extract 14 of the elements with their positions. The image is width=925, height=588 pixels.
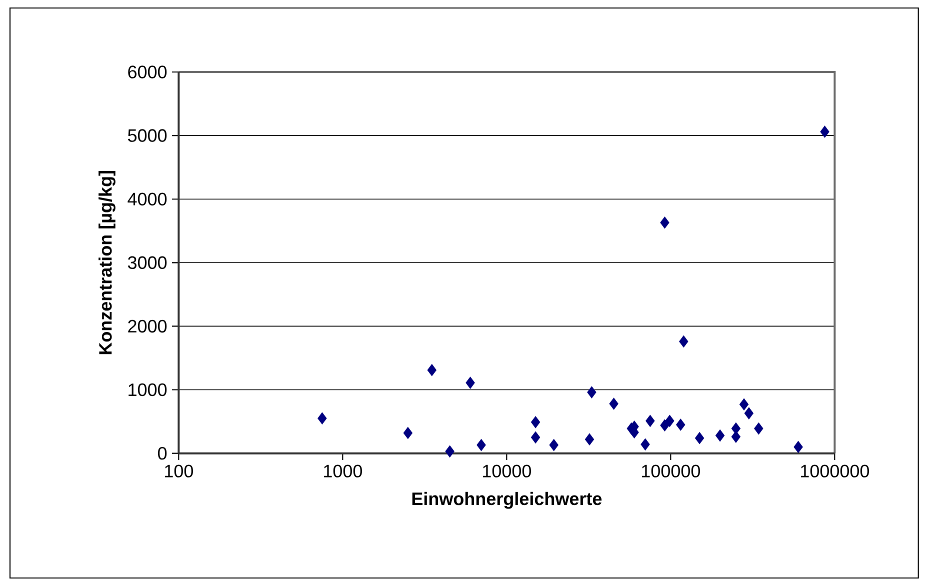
x-tick-label: 10000 — [483, 464, 531, 478]
y-tick-label: 2000 — [128, 320, 167, 333]
y-tick-label: 0 — [158, 446, 167, 460]
y-tick-label: 6000 — [128, 66, 167, 78]
y-tick-label: 3000 — [128, 256, 167, 270]
y-tick-label: 4000 — [128, 192, 167, 206]
x-axis-title: Einwohnergleichwerte — [412, 492, 602, 509]
y-tick-label: 1000 — [128, 383, 167, 396]
x-tick-label: 1000 — [324, 464, 362, 478]
y-tick-label: 5000 — [128, 129, 167, 142]
x-tick-label: 100 — [165, 464, 193, 478]
x-tick-label: 1000000 — [801, 464, 869, 478]
x-tick-label: 100000 — [642, 464, 700, 478]
y-axis-title: Konzentration [µg/kg] — [98, 171, 116, 354]
